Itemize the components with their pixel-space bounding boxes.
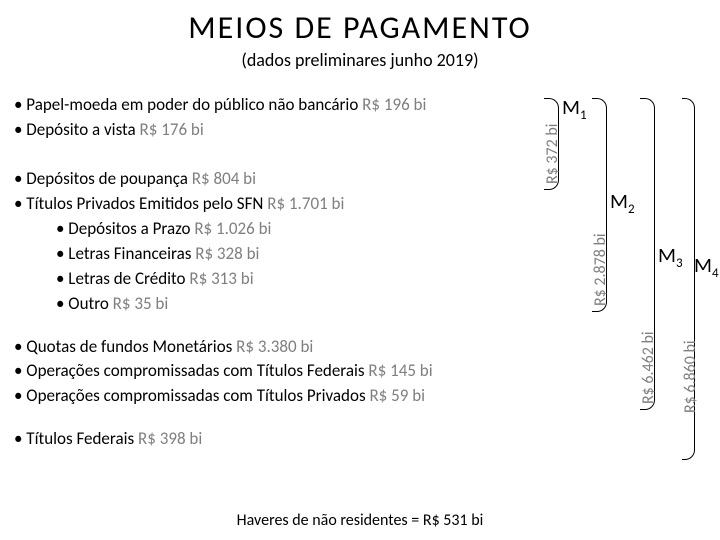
m-sub: 4 [712,266,719,281]
group-m2: • Depósitos de poupança R$ 804 bi • Títu… [14,168,544,316]
line-poupanca: • Depósitos de poupança R$ 804 bi [14,168,544,191]
value: R$ 804 bi [192,168,256,189]
text: • Letras de Crédito [56,268,189,289]
m-letter: M [694,252,712,278]
line-letras-fin: • Letras Financeiras R$ 328 bi [14,243,544,266]
text: • Quotas de fundos Monetários [14,336,236,357]
m-letter: M [610,188,628,214]
value: R$ 3.380 bi [236,336,313,357]
value: R$ 196 bi [362,94,426,115]
group-m4: • Títulos Federais R$ 398 bi [14,428,544,451]
line-op-privados: • Operações compromissadas com Títulos P… [14,385,544,408]
value: R$ 176 bi [140,119,204,140]
bracket-m1-value: R$ 372 bi [543,124,562,184]
bracket-m4-label: M4 [694,252,719,281]
bracket-m3-value: R$ 6.462 bi [639,331,658,404]
m-letter: M [658,242,676,268]
text: • Títulos Privados Emitidos pelo SFN [14,193,267,214]
value: R$ 328 bi [195,243,259,264]
line-outro: • Outro R$ 35 bi [14,293,544,316]
line-dep-prazo: • Depósitos a Prazo R$ 1.026 bi [14,218,544,241]
bracket-m3-label: M3 [658,242,683,271]
text: • Títulos Federais [14,428,138,449]
bracket-m1-label: M1 [562,94,587,123]
text: • Depósitos a Prazo [56,218,194,239]
line-quotas: • Quotas de fundos Monetários R$ 3.380 b… [14,336,544,359]
text: • Papel-moeda em poder do público não ba… [14,94,362,115]
page-title: MEIOS DE PAGAMENTO [0,8,720,47]
text: • Depósito a vista [14,119,140,140]
bracket-m2-value: R$ 2.878 bi [591,233,610,306]
line-papel-moeda: • Papel-moeda em poder do público não ba… [14,94,544,117]
line-titulos-privados: • Títulos Privados Emitidos pelo SFN R$ … [14,193,544,216]
text: • Outro [56,293,113,314]
value: R$ 145 bi [368,360,432,381]
value: R$ 398 bi [138,428,202,449]
m-sub: 1 [580,108,587,123]
text: • Operações compromissadas com Títulos P… [14,385,369,406]
line-tit-federais: • Títulos Federais R$ 398 bi [14,428,544,451]
line-op-federais: • Operações compromissadas com Títulos F… [14,360,544,383]
value: R$ 35 bi [113,293,169,314]
value: R$ 1.701 bi [267,193,344,214]
page-subtitle: (dados preliminares junho 2019) [0,49,720,71]
bracket-m4-value: R$ 6.860 bi [681,340,700,413]
value: R$ 1.026 bi [194,218,271,239]
text: • Operações compromissadas com Títulos F… [14,360,368,381]
text: • Depósitos de poupança [14,168,192,189]
text: • Letras Financeiras [56,243,195,264]
footer-note: Haveres de não residentes = R$ 531 bi [0,511,720,530]
content-body: • Papel-moeda em poder do público não ba… [14,94,544,467]
value: R$ 313 bi [189,268,253,289]
m-letter: M [562,94,580,120]
m-sub: 2 [628,202,635,217]
line-letras-cred: • Letras de Crédito R$ 313 bi [14,268,544,291]
line-deposito-vista: • Depósito a vista R$ 176 bi [14,119,544,142]
group-m3: • Quotas de fundos Monetários R$ 3.380 b… [14,336,544,409]
bracket-m2-label: M2 [610,188,635,217]
value: R$ 59 bi [369,385,425,406]
group-m1: • Papel-moeda em poder do público não ba… [14,94,544,142]
